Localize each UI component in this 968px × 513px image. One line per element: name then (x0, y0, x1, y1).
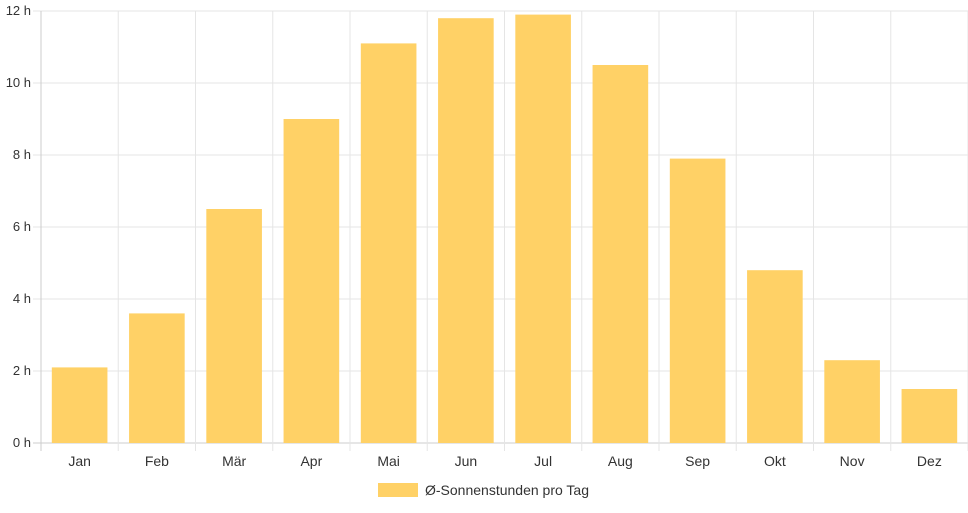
bar-mai[interactable] (360, 43, 417, 444)
x-tick-label: Apr (300, 453, 322, 469)
x-tick-label: Dez (917, 453, 942, 469)
bar-nov[interactable] (824, 360, 880, 443)
legend-label[interactable]: Ø-Sonnenstunden pro Tag (425, 482, 589, 498)
bar-jul[interactable] (515, 14, 571, 443)
y-tick-label: 0 h (13, 435, 31, 450)
x-tick-label: Jul (534, 453, 552, 469)
x-tick-label: Okt (764, 453, 786, 469)
bar-sep[interactable] (669, 158, 726, 443)
y-tick-label: 8 h (13, 147, 31, 162)
x-tick-label: Sep (685, 453, 710, 469)
x-tick-label: Feb (145, 453, 169, 469)
x-tick-label: Nov (840, 453, 865, 469)
axes: 0 h 2 h 4 h 6 h 8 h 10 h 12 h Jan Feb Mär Apr Mai Ju… (6, 3, 942, 469)
y-tick-label: 10 h (6, 75, 31, 90)
x-tick-label: Jun (455, 453, 478, 469)
x-tick-label: Aug (608, 453, 633, 469)
y-tick-label: 12 h (6, 3, 31, 18)
bar-dez[interactable] (901, 389, 958, 443)
x-tick-label: Jan (68, 453, 91, 469)
bar-jan[interactable] (51, 367, 108, 443)
x-tick-label: Mai (377, 453, 400, 469)
y-tick-label: 6 h (13, 219, 31, 234)
x-tick-label: Mär (222, 453, 246, 469)
bar-feb[interactable] (129, 313, 185, 443)
grid-lines (33, 10, 968, 451)
y-tick-label: 4 h (13, 291, 31, 306)
bar-jun[interactable] (438, 18, 494, 443)
bar-mär[interactable] (206, 209, 262, 443)
bars (51, 14, 958, 444)
bar-okt[interactable] (747, 270, 803, 443)
legend-swatch[interactable] (378, 483, 418, 497)
bar-aug[interactable] (592, 65, 649, 443)
bar-apr[interactable] (283, 119, 340, 443)
y-tick-label: 2 h (13, 363, 31, 378)
legend[interactable]: Ø-Sonnenstunden pro Tag (378, 482, 589, 498)
